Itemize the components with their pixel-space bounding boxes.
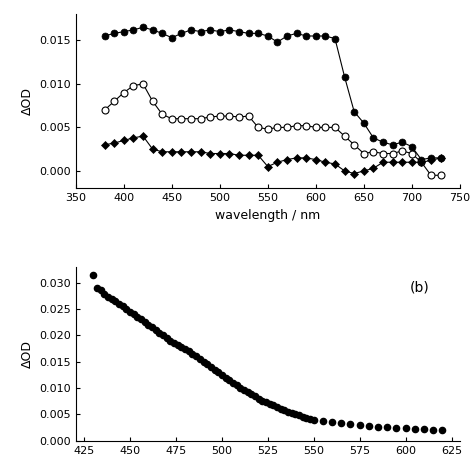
Point	[247, 391, 255, 398]
Point	[134, 313, 141, 320]
Point	[365, 422, 373, 430]
Point	[337, 419, 345, 427]
Point	[295, 412, 303, 419]
Point	[163, 334, 171, 342]
Point	[292, 410, 299, 418]
Point	[115, 300, 123, 308]
Point	[200, 358, 207, 365]
Point	[218, 371, 226, 379]
Point	[319, 417, 327, 425]
Point	[155, 329, 163, 337]
Point	[356, 421, 364, 429]
Point	[148, 324, 156, 331]
Point	[185, 347, 192, 355]
Point	[229, 379, 237, 387]
Point	[281, 406, 288, 414]
Point	[255, 395, 263, 402]
Point	[97, 287, 104, 294]
Point	[306, 415, 314, 422]
Point	[167, 337, 174, 344]
Point	[203, 361, 211, 368]
Point	[104, 293, 112, 301]
Point	[211, 366, 219, 374]
Point	[222, 374, 229, 381]
Point	[100, 291, 108, 298]
Point	[159, 331, 167, 339]
Point	[392, 424, 400, 431]
Point	[192, 353, 200, 360]
Point	[111, 297, 119, 305]
Point	[277, 405, 284, 412]
Point	[170, 339, 178, 346]
Point	[402, 424, 410, 432]
Point	[119, 302, 127, 310]
Point	[214, 368, 222, 376]
Point	[262, 399, 270, 406]
Point	[266, 400, 273, 408]
Point	[237, 384, 244, 392]
Point	[189, 350, 196, 357]
Point	[196, 355, 204, 363]
Point	[251, 392, 259, 400]
Point	[288, 410, 295, 417]
Point	[270, 401, 277, 409]
Point	[420, 426, 428, 433]
Point	[240, 386, 248, 394]
Point	[328, 418, 336, 426]
Point	[174, 341, 182, 348]
Point	[284, 408, 292, 416]
X-axis label: wavelength / nm: wavelength / nm	[215, 209, 320, 222]
Point	[310, 416, 318, 423]
Point	[123, 305, 130, 313]
Point	[346, 420, 354, 428]
Point	[374, 423, 382, 430]
Point	[178, 343, 185, 351]
Point	[438, 427, 446, 434]
Point	[226, 376, 233, 384]
Point	[126, 308, 134, 315]
Point	[244, 389, 251, 396]
Point	[137, 316, 145, 323]
Point	[93, 284, 101, 292]
Point	[130, 310, 137, 318]
Point	[108, 296, 116, 303]
Point	[411, 425, 419, 432]
Y-axis label: ΔOD: ΔOD	[21, 340, 34, 368]
Point	[299, 413, 307, 420]
Y-axis label: ΔOD: ΔOD	[21, 87, 34, 115]
Point	[383, 423, 391, 431]
Text: (b): (b)	[410, 281, 429, 295]
Point	[233, 382, 240, 389]
Point	[302, 414, 310, 421]
Point	[258, 397, 266, 404]
Point	[90, 271, 97, 278]
Point	[141, 319, 148, 326]
Point	[182, 345, 189, 353]
Point	[145, 321, 152, 328]
Point	[429, 426, 437, 434]
Point	[207, 363, 215, 371]
Point	[273, 403, 281, 411]
Point	[152, 326, 160, 334]
